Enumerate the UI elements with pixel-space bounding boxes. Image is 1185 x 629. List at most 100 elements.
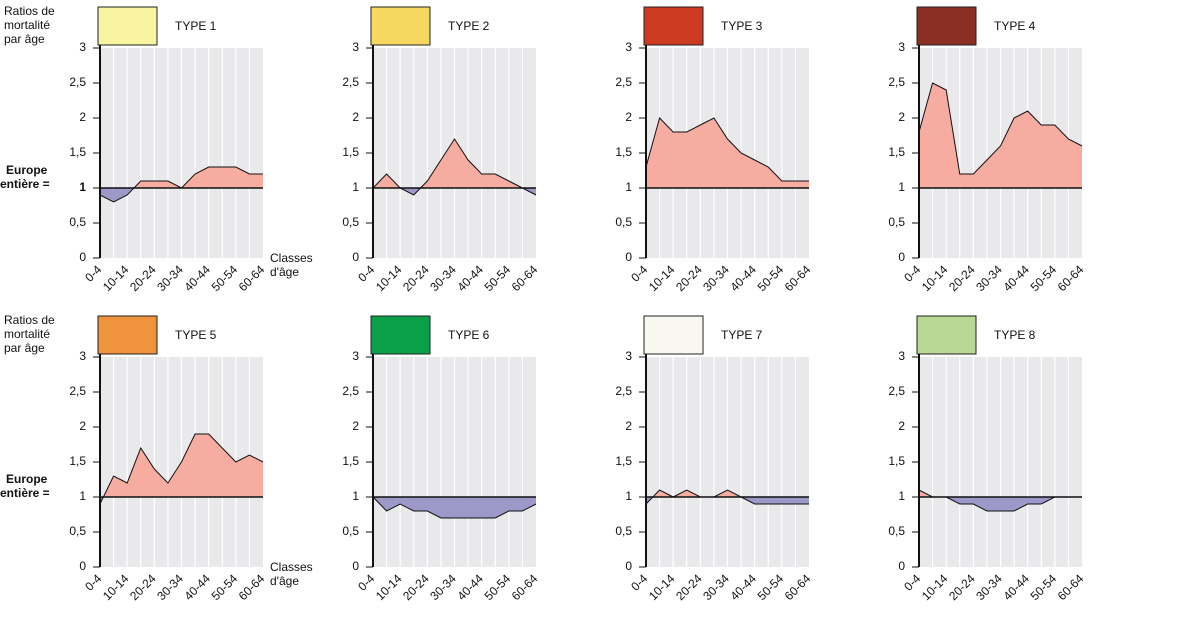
panel-title: TYPE 4	[994, 19, 1036, 33]
x-tick-label: 20-24	[946, 571, 978, 603]
y-tick-label: 0	[898, 250, 905, 264]
x-tick-label: 0-4	[901, 262, 923, 284]
x-tick-label: 20-24	[400, 262, 432, 294]
area-above	[646, 118, 809, 188]
x-tick-label: 20-24	[946, 262, 978, 294]
data-line	[99, 433, 264, 505]
y-tick-label: 0	[625, 250, 632, 264]
x-tick-label: 60-64	[236, 571, 268, 603]
reference-annotation: entière =	[0, 177, 50, 191]
x-tick-label: 20-24	[673, 571, 705, 603]
y-axis-label: Ratios de	[4, 313, 55, 327]
y-tick-label: 2	[898, 110, 905, 124]
y-tick-label: 3	[898, 349, 905, 363]
x-axis-label: Classes	[270, 251, 313, 265]
y-tick-label: 2,5	[888, 75, 905, 89]
x-tick-label: 10-14	[373, 571, 405, 603]
y-tick-label: 1	[898, 180, 905, 194]
y-tick-label: 1	[625, 489, 632, 503]
y-tick-label: 1	[352, 489, 359, 503]
reference-annotation: entière =	[0, 486, 50, 500]
y-axis-label: par âge	[4, 341, 45, 355]
y-tick-label: 1,5	[342, 145, 359, 159]
y-tick-label: 1	[79, 180, 86, 194]
type-swatch	[97, 6, 158, 46]
y-tick-label: 0,5	[615, 215, 632, 229]
y-tick-label: 0,5	[888, 524, 905, 538]
data-line	[372, 496, 537, 519]
x-tick-label: 50-54	[209, 262, 241, 294]
panel-title: TYPE 3	[721, 19, 763, 33]
area-above	[373, 139, 536, 188]
y-tick-label: 0,5	[342, 524, 359, 538]
y-tick-label: 0	[352, 559, 359, 573]
panel-title: TYPE 8	[994, 328, 1036, 342]
type-swatch	[916, 315, 977, 355]
y-axis-label: mortalité	[4, 327, 50, 341]
x-tick-label: 10-14	[373, 262, 405, 294]
y-tick-label: 3	[79, 40, 86, 54]
x-tick-label: 20-24	[673, 262, 705, 294]
y-tick-label: 0	[79, 559, 86, 573]
x-tick-label: 60-64	[782, 571, 814, 603]
type-swatch	[643, 6, 704, 46]
area-above	[646, 490, 809, 497]
y-tick-label: 0	[79, 250, 86, 264]
x-tick-label: 40-44	[727, 571, 759, 603]
x-tick-label: 0-4	[82, 571, 104, 593]
area-above	[100, 434, 263, 497]
y-tick-label: 0,5	[69, 524, 86, 538]
y-tick-label: 1,5	[888, 145, 905, 159]
y-tick-label: 0,5	[888, 215, 905, 229]
x-tick-label: 0-4	[355, 571, 377, 593]
x-tick-label: 0-4	[901, 571, 923, 593]
y-tick-label: 1,5	[69, 454, 86, 468]
x-tick-label: 30-34	[427, 571, 459, 603]
y-tick-label: 2,5	[342, 75, 359, 89]
data-line	[918, 82, 1083, 175]
x-tick-label: 60-64	[509, 262, 541, 294]
y-tick-label: 2	[625, 419, 632, 433]
y-tick-label: 1,5	[342, 454, 359, 468]
x-tick-label: 50-54	[209, 571, 241, 603]
x-tick-label: 30-34	[427, 262, 459, 294]
y-tick-label: 0	[898, 559, 905, 573]
y-tick-label: 1,5	[615, 454, 632, 468]
x-tick-label: 60-64	[1055, 571, 1087, 603]
y-axis-label: par âge	[4, 32, 45, 46]
y-tick-label: 0,5	[69, 215, 86, 229]
y-tick-label: 3	[79, 349, 86, 363]
x-tick-label: 20-24	[127, 571, 159, 603]
type-swatch	[97, 315, 158, 355]
x-axis-label: Classes	[270, 560, 313, 574]
area-below	[373, 188, 536, 195]
type-swatch	[916, 6, 977, 46]
y-tick-label: 2,5	[69, 75, 86, 89]
x-tick-label: 40-44	[1000, 571, 1032, 603]
x-tick-label: 60-64	[509, 571, 541, 603]
x-tick-label: 20-24	[127, 262, 159, 294]
x-tick-label: 50-54	[755, 262, 787, 294]
x-tick-label: 30-34	[154, 571, 186, 603]
y-tick-label: 2	[625, 110, 632, 124]
x-tick-label: 40-44	[454, 571, 486, 603]
y-axis-label: mortalité	[4, 18, 50, 32]
y-tick-label: 3	[625, 40, 632, 54]
y-tick-label: 2,5	[615, 75, 632, 89]
y-tick-label: 1	[898, 489, 905, 503]
y-tick-label: 0,5	[615, 524, 632, 538]
data-line	[645, 117, 809, 182]
x-tick-label: 50-54	[482, 262, 514, 294]
y-tick-label: 3	[352, 40, 359, 54]
area-above	[100, 167, 263, 188]
y-tick-label: 0	[352, 250, 359, 264]
x-tick-label: 10-14	[100, 571, 132, 603]
y-tick-label: 0,5	[342, 215, 359, 229]
x-tick-label: 30-34	[154, 262, 186, 294]
x-tick-label: 50-54	[1028, 262, 1060, 294]
x-tick-label: 40-44	[181, 262, 213, 294]
y-tick-label: 1,5	[69, 145, 86, 159]
x-tick-label: 60-64	[1055, 262, 1087, 294]
x-tick-label: 0-4	[628, 571, 650, 593]
